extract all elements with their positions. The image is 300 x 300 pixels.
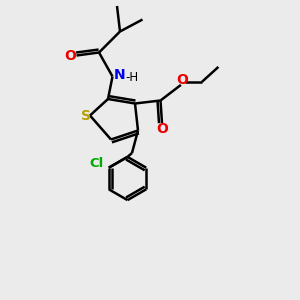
Text: O: O: [64, 49, 76, 62]
Text: N: N: [114, 68, 126, 82]
Text: -H: -H: [125, 70, 138, 84]
Text: S: S: [80, 109, 91, 122]
Text: O: O: [156, 122, 168, 136]
Text: O: O: [176, 74, 188, 87]
Text: Cl: Cl: [89, 157, 103, 170]
